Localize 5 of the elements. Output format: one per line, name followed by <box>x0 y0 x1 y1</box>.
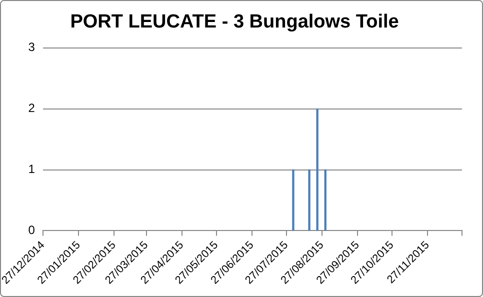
chart-title: PORT LEUCATE - 3 Bungalows Toile <box>70 12 399 33</box>
y-tick-label: 2 <box>28 101 36 116</box>
y-tick-label: 3 <box>28 40 36 54</box>
y-tick-label: 0 <box>28 223 36 238</box>
y-tick-label: 1 <box>28 162 36 176</box>
